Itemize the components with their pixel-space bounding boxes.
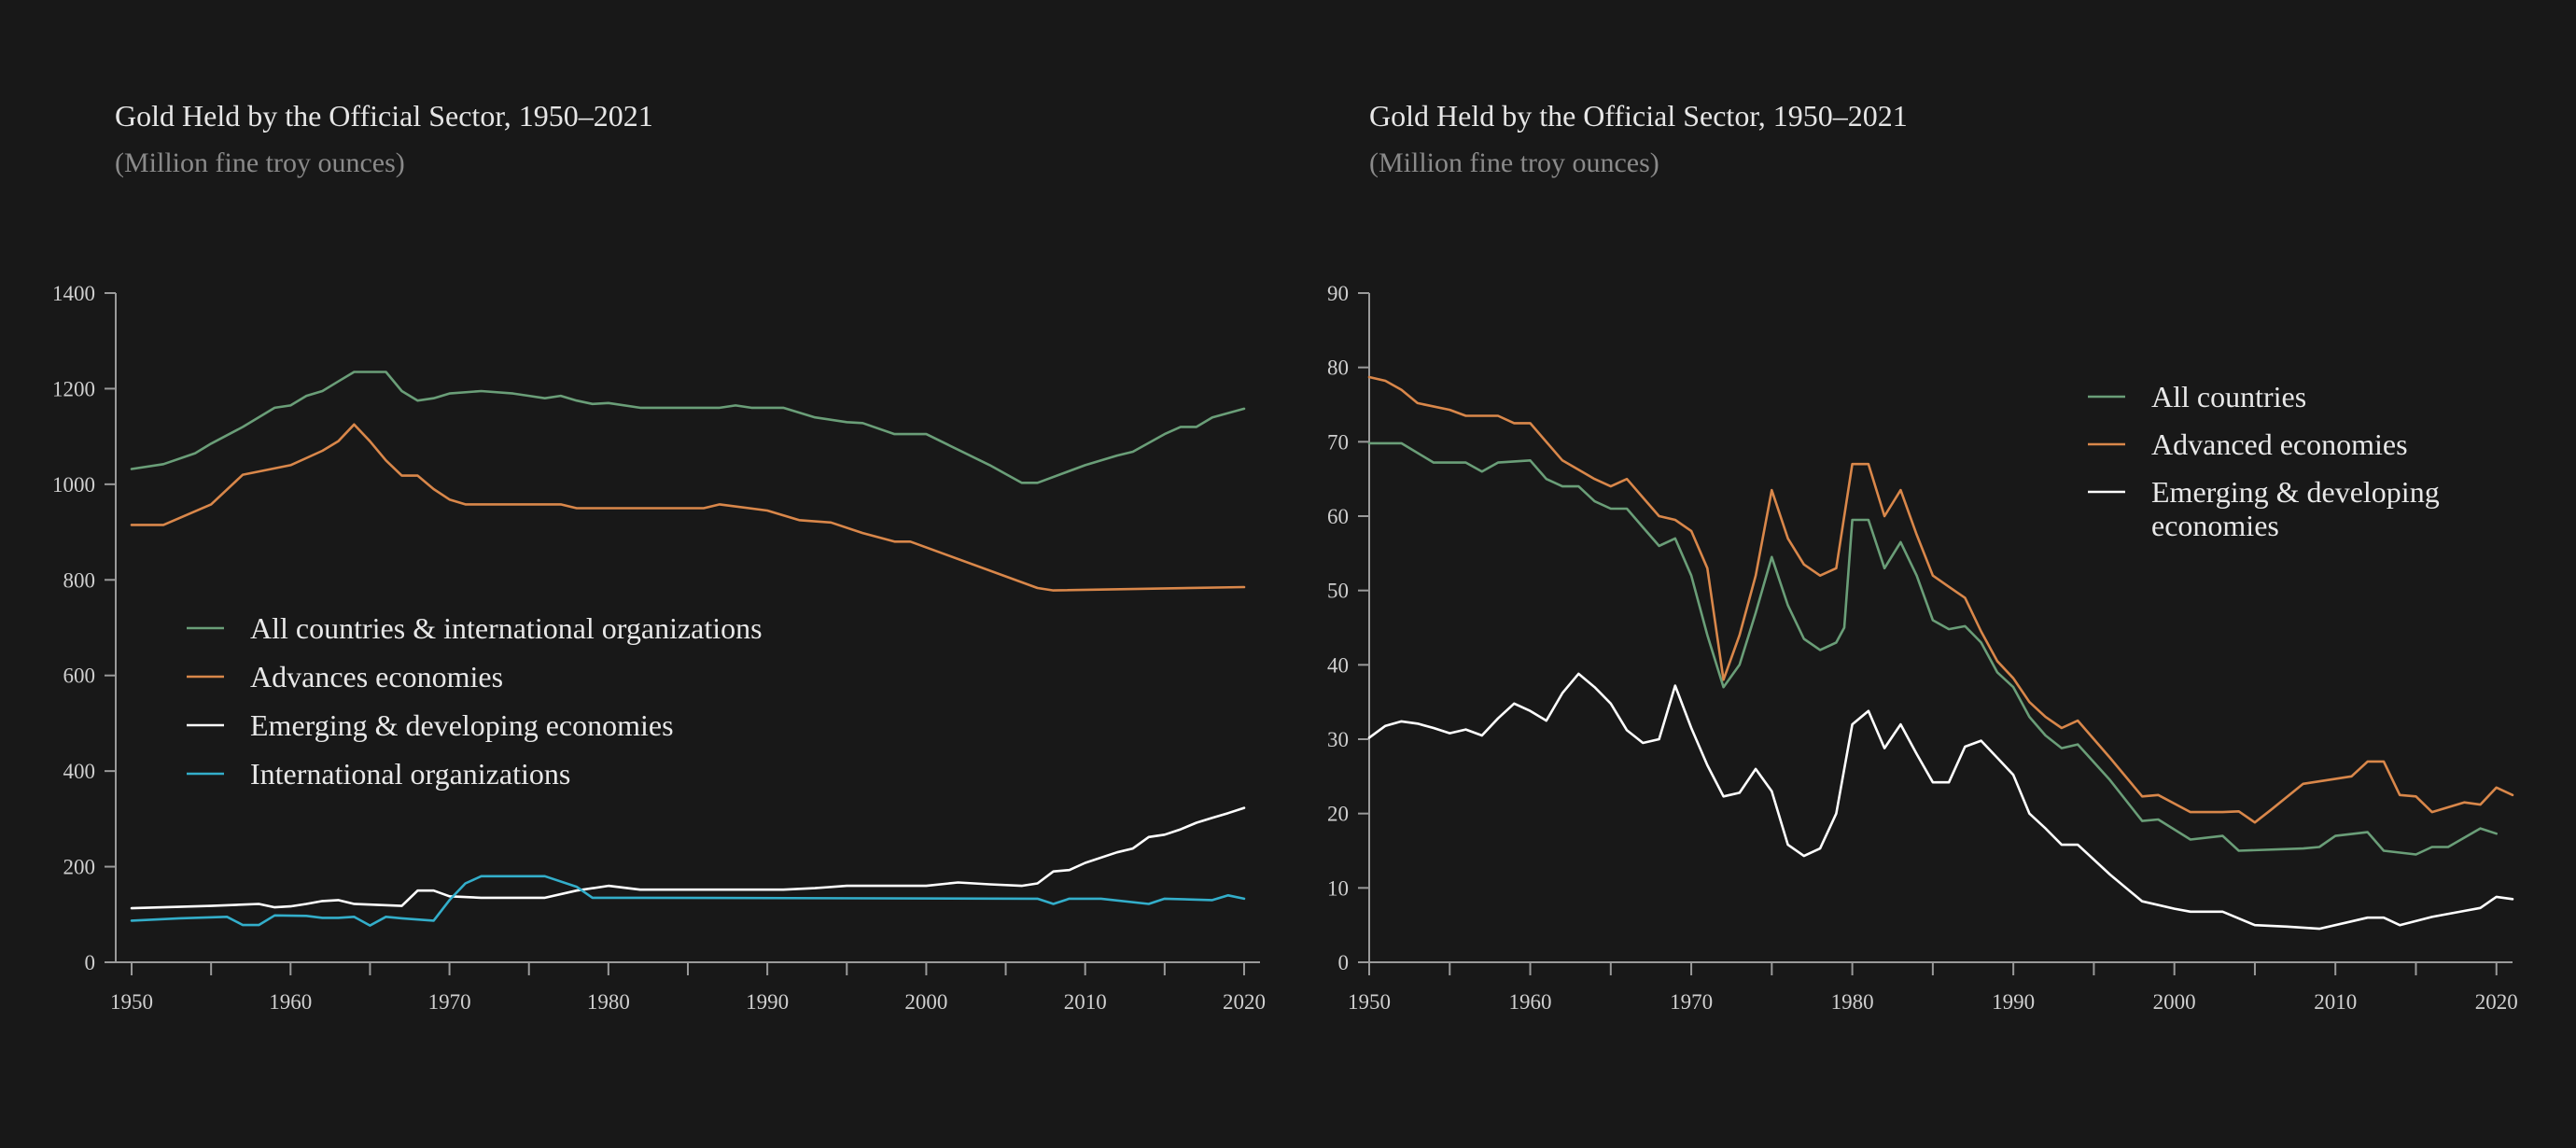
y-tick-label: 1200 [52,377,95,400]
x-tick-label: 2000 [904,990,947,1014]
legend-label: International organizations [250,757,570,791]
legend-label: Emerging & developing economies [250,708,674,742]
y-tick-label: 1000 [52,473,95,497]
x-tick-label: 2010 [1064,990,1107,1014]
y-tick-label: 40 [1327,653,1349,677]
y-tick-label: 800 [63,568,96,592]
chart-panel-left: Gold Held by the Official Sector, 1950–2… [52,99,1266,1014]
chart-subtitle: (Million fine troy ounces) [1369,147,1659,178]
y-tick-label: 0 [85,951,96,974]
legend-label: Emerging & developing [2151,475,2440,509]
y-tick-label: 50 [1327,580,1349,603]
x-tick-label: 1960 [269,990,312,1014]
y-tick-label: 400 [63,760,96,783]
legend-label: Advanced economies [2151,427,2408,461]
y-tick-label: 70 [1327,430,1349,454]
y-tick-label: 90 [1327,282,1349,305]
x-tick-label: 2020 [1223,990,1266,1014]
x-tick-label: 1950 [110,990,153,1014]
x-tick-label: 1990 [746,990,789,1014]
line-chart-right: 0 10 20 30 40 50 60 70 80 90 1950 1960 1970 1980 1990 2… [1327,282,2518,1014]
x-tick-label: 1960 [1509,990,1552,1014]
line-chart-left: 0 200 400 600 800 1000 1200 1400 1950 1960 1970 198… [52,282,1266,1014]
series-line [130,423,1246,592]
series-line [1367,375,2514,824]
x-tick-label: 1990 [1992,990,2035,1014]
legend-label: All countries & international organizati… [250,611,763,645]
x-tick-label: 1950 [1348,990,1391,1014]
chart-panel-right: Gold Held by the Official Sector, 1950–2… [1288,0,2576,1148]
y-tick-label: 30 [1327,728,1349,751]
legend-label: All countries [2151,380,2306,413]
series-line [130,371,1246,484]
x-tick-label: 2000 [2153,990,2196,1014]
series-line [130,875,1246,927]
x-tick-label: 1980 [1831,990,1874,1014]
y-tick-label: 0 [1338,951,1350,974]
x-tick-label: 2010 [2314,990,2357,1014]
legend-label: economies [2151,509,2279,542]
series-line [1367,672,2514,931]
series-line [130,806,1246,910]
chart-title: Gold Held by the Official Sector, 1950–2… [115,99,653,133]
x-tick-label: 2020 [2475,990,2518,1014]
x-tick-label: 1980 [587,990,630,1014]
x-tick-label: 1970 [1670,990,1713,1014]
y-tick-label: 600 [63,665,96,688]
x-tick-label: 1970 [428,990,471,1014]
legend-label: Advances economies [250,660,503,693]
chart-title: Gold Held by the Official Sector, 1950–2… [1369,99,1908,133]
y-tick-label: 60 [1327,505,1349,528]
chart-subtitle: (Million fine troy ounces) [115,147,405,178]
y-tick-label: 200 [63,856,96,879]
y-tick-label: 80 [1327,357,1349,380]
y-tick-label: 1400 [52,282,95,305]
series-line [1367,441,2498,856]
y-tick-label: 20 [1327,803,1349,826]
y-tick-label: 10 [1327,876,1349,900]
